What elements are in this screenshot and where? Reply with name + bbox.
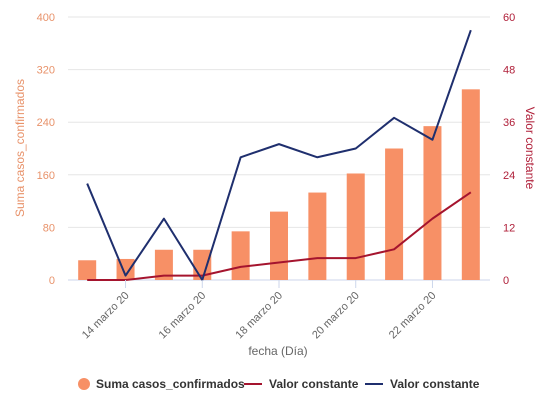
x-axis-title: fecha (Día) bbox=[248, 344, 307, 358]
bar[interactable] bbox=[461, 89, 480, 280]
left-tick-label: 80 bbox=[43, 222, 55, 234]
legend-label-line-red: Valor constante bbox=[269, 377, 359, 391]
line-series-navy[interactable] bbox=[86, 29, 472, 281]
bar[interactable] bbox=[231, 231, 250, 280]
x-tick-label: 18 marzo 20 bbox=[233, 290, 285, 342]
legend-bar-marker bbox=[78, 378, 90, 390]
left-tick-label: 400 bbox=[37, 12, 55, 24]
legend: Suma casos_confirmados Valor constante V… bbox=[78, 377, 480, 391]
right-tick-label: 48 bbox=[503, 65, 515, 77]
line-series bbox=[86, 29, 472, 281]
grid-lines bbox=[68, 16, 490, 281]
legend-label-line-navy: Valor constante bbox=[390, 377, 480, 391]
x-tick-label: 20 marzo 20 bbox=[310, 290, 362, 342]
x-axis-ticks: 14 marzo 20 16 marzo 20 18 marzo 20 20 marz… bbox=[80, 280, 439, 341]
bar[interactable] bbox=[78, 260, 97, 280]
left-tick-label: 160 bbox=[37, 170, 55, 182]
x-tick-label: 22 marzo 20 bbox=[387, 290, 439, 342]
legend-item-bars[interactable]: Suma casos_confirmados bbox=[78, 377, 245, 391]
right-tick-label: 60 bbox=[503, 12, 515, 24]
y-left-axis-title: Suma casos_confirmados bbox=[13, 79, 27, 217]
left-tick-label: 320 bbox=[37, 65, 55, 77]
left-axis-ticks: 0 80 160 240 320 400 bbox=[37, 12, 55, 287]
x-tick-label: 14 marzo 20 bbox=[80, 290, 132, 342]
right-axis-ticks: 0 12 24 36 48 60 bbox=[503, 12, 515, 287]
bar[interactable] bbox=[308, 192, 327, 280]
bar[interactable] bbox=[385, 148, 404, 281]
bar[interactable] bbox=[270, 211, 288, 280]
right-tick-label: 24 bbox=[503, 170, 515, 182]
bar[interactable] bbox=[346, 173, 365, 280]
right-tick-label: 0 bbox=[503, 275, 509, 287]
bar[interactable] bbox=[154, 249, 173, 280]
y-right-axis-title: Valor constante bbox=[523, 107, 537, 190]
right-tick-label: 12 bbox=[503, 222, 515, 234]
left-tick-label: 0 bbox=[49, 275, 55, 287]
legend-item-line-red[interactable]: Valor constante bbox=[244, 377, 359, 391]
bar-series bbox=[78, 89, 480, 281]
left-tick-label: 240 bbox=[37, 117, 55, 129]
line-series-red[interactable] bbox=[87, 191, 472, 281]
bar[interactable] bbox=[423, 126, 442, 281]
legend-label-bars: Suma casos_confirmados bbox=[96, 377, 245, 391]
x-tick-label: 16 marzo 20 bbox=[157, 290, 209, 342]
right-tick-label: 36 bbox=[503, 117, 515, 129]
legend-item-line-navy[interactable]: Valor constante bbox=[365, 377, 480, 391]
